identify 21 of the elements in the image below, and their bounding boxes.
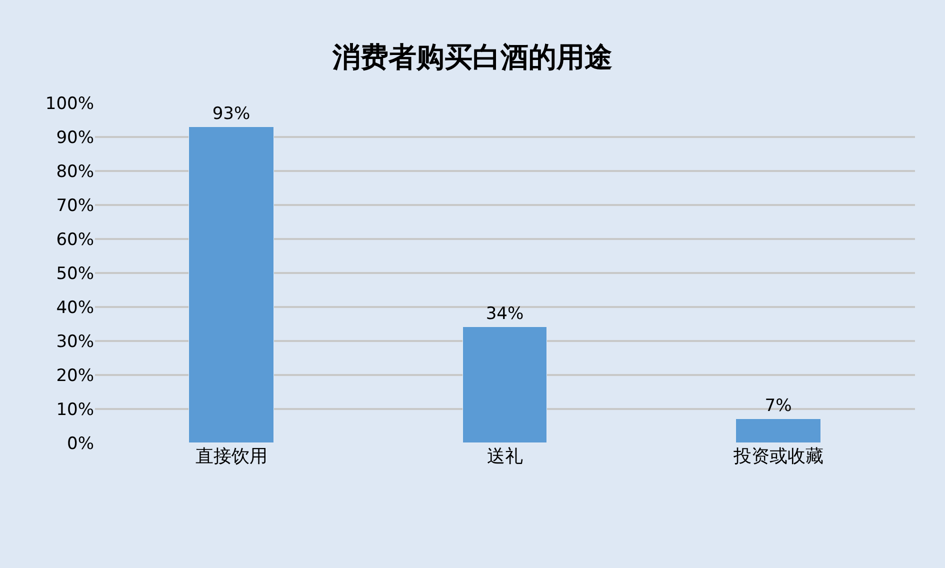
y-tick-label: 50%	[56, 264, 94, 284]
bar	[462, 326, 547, 443]
x-tick-label: 投资或收藏	[732, 446, 824, 467]
x-tick-label: 直接饮用	[196, 446, 268, 467]
y-tick-label: 20%	[56, 366, 94, 386]
y-tick-label: 10%	[56, 400, 94, 420]
y-tick-label: 80%	[56, 162, 94, 182]
y-tick-label: 90%	[56, 128, 94, 148]
bar	[188, 126, 274, 443]
y-tick-label: 70%	[56, 196, 94, 216]
y-tick-label: 0%	[67, 434, 94, 454]
x-tick-label: 送礼	[487, 446, 523, 467]
y-tick-label: 40%	[56, 298, 94, 318]
y-tick-label: 100%	[45, 94, 94, 114]
chart-title: 消费者购买白酒的用途	[332, 40, 612, 74]
bar	[736, 418, 821, 443]
data-label: 7%	[764, 396, 792, 416]
data-label: 93%	[212, 104, 250, 124]
y-tick-label: 30%	[56, 332, 94, 352]
data-label: 34%	[486, 304, 524, 324]
y-tick-label: 60%	[56, 230, 94, 250]
